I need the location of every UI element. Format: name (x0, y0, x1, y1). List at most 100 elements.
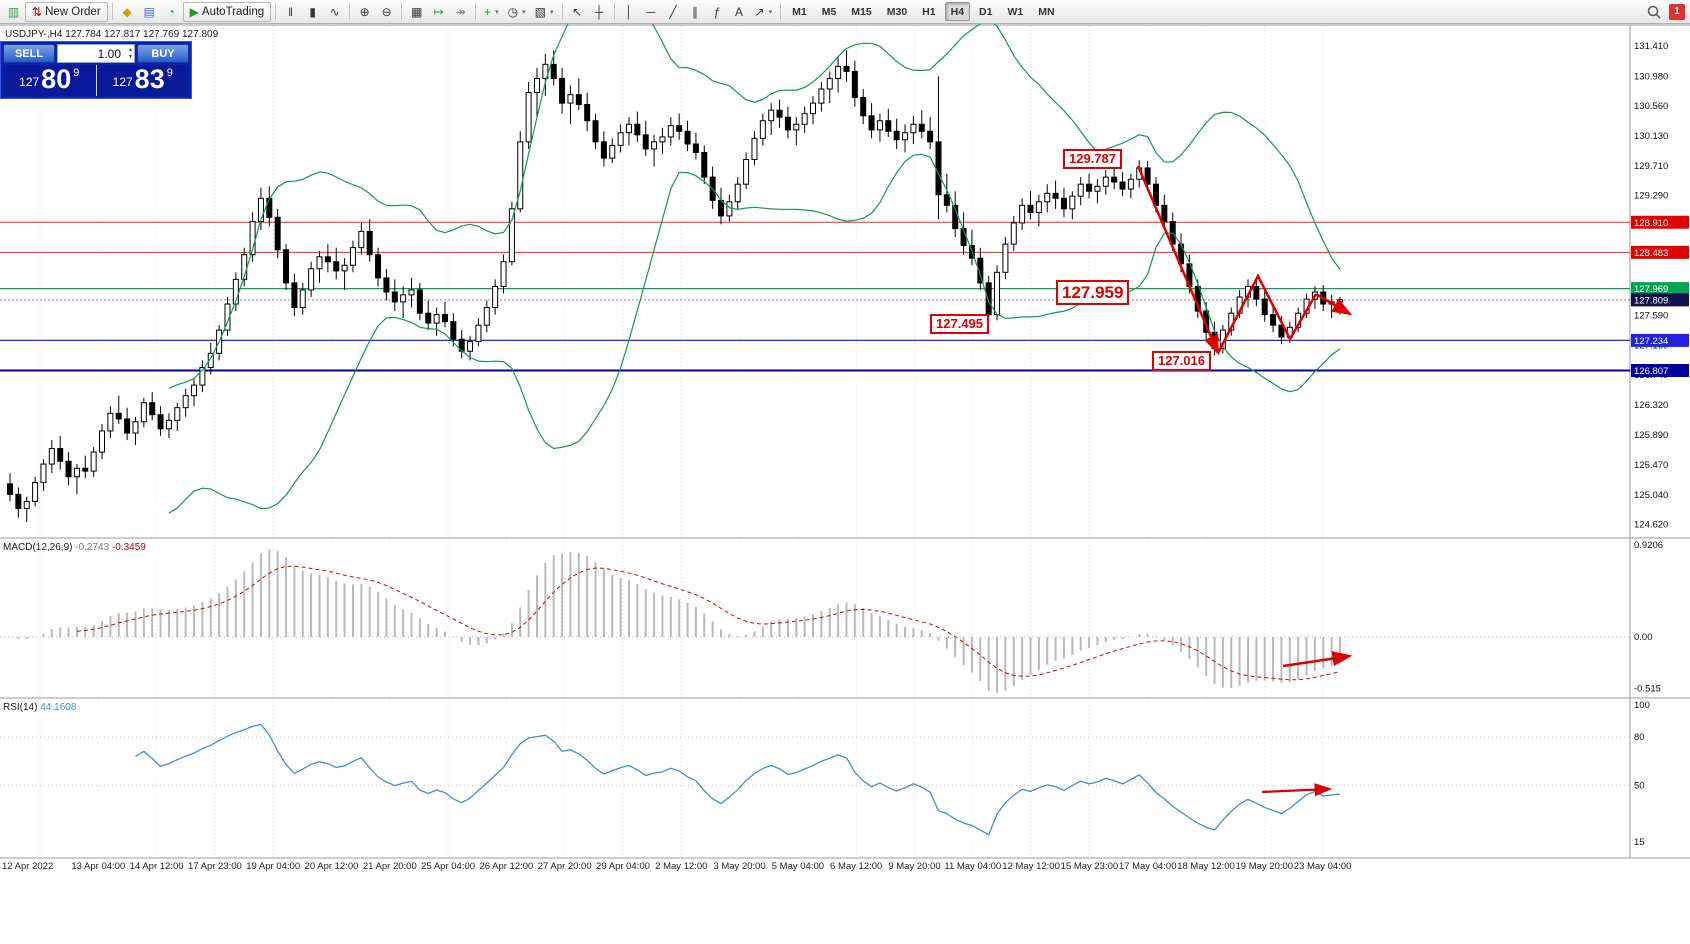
sell-button[interactable]: SELL (3, 44, 55, 63)
svg-text:125.890: 125.890 (1634, 430, 1668, 441)
svg-text:128.483: 128.483 (1634, 248, 1668, 259)
price-callout[interactable]: 127.959 (1056, 280, 1130, 306)
trend-arrow[interactable] (1216, 273, 1318, 354)
zoom-in-icon: ⊕ (359, 4, 370, 19)
sell-price-big: 80 (41, 64, 72, 94)
autotrading-button[interactable]: ▶ AutoTrading (182, 1, 272, 22)
svg-text:3 May 20:00: 3 May 20:00 (713, 861, 765, 872)
fibonacci-icon: ƒ (713, 4, 721, 19)
svg-text:9 May 20:00: 9 May 20:00 (888, 861, 940, 872)
bar-chart-icon[interactable]: ‖ (280, 2, 301, 22)
metaeditor-icon: ◆ (122, 4, 132, 19)
rsi-label: RSI(14) 44.1608 (3, 702, 77, 713)
svg-text:14 Apr 12:00: 14 Apr 12:00 (130, 861, 184, 872)
notification-badge[interactable]: 1 (1669, 3, 1685, 20)
price-callout[interactable]: 129.787 (1063, 149, 1122, 170)
timeframe-w1[interactable]: W1 (1001, 2, 1029, 21)
svg-text:0.9206: 0.9206 (1634, 540, 1663, 551)
trend-arrow[interactable] (1261, 783, 1333, 797)
svg-text:6 May 12:00: 6 May 12:00 (830, 861, 882, 872)
strategy-tester-icon[interactable]: ◔ (161, 2, 182, 22)
svg-text:130.980: 130.980 (1634, 71, 1668, 82)
toolbar-separator (401, 3, 403, 20)
candlestick-chart-icon[interactable]: ▮ (302, 2, 323, 22)
zoom-in-icon[interactable]: ⊕ (354, 2, 375, 22)
svg-text:131.410: 131.410 (1634, 41, 1668, 52)
svg-text:12 Apr 2022: 12 Apr 2022 (2, 861, 53, 872)
svg-text:100: 100 (1634, 700, 1650, 711)
app-icon: ▥ (7, 4, 20, 19)
timeframe-m1[interactable]: M1 (786, 2, 813, 21)
channel-icon: ∥ (692, 4, 699, 19)
line-chart-icon[interactable]: ∿ (324, 2, 345, 22)
svg-text:124.620: 124.620 (1634, 520, 1668, 531)
templates-icon[interactable]: ▧ ▾ (531, 2, 558, 22)
one-click-trading-panel: SELL 1.00 ▲ ▼ BUY 127 80 9 127 83 9 (0, 41, 192, 99)
new-order-button[interactable]: ⇅ New Order (25, 1, 108, 22)
market-watch-icon[interactable]: ▤ (139, 2, 160, 22)
timeframe-h1[interactable]: H1 (916, 2, 941, 21)
price-axis-marker (1631, 364, 1689, 378)
horizontal-line-icon[interactable]: ─ (641, 2, 662, 22)
price-callout[interactable]: 127.495 (930, 314, 989, 335)
indicators-icon[interactable]: + ▾ (480, 2, 503, 22)
cursor-icon: ↖ (572, 4, 583, 19)
svg-text:-0.515: -0.515 (1634, 684, 1661, 695)
svg-text:125.470: 125.470 (1634, 460, 1668, 471)
chart-shift-icon[interactable]: ↠ (450, 2, 471, 22)
sell-price[interactable]: 127 80 9 (3, 65, 97, 96)
tile-windows-icon[interactable]: ▦ (406, 2, 427, 22)
new-order-icon: ⇅ (32, 4, 43, 19)
trend-arrow[interactable] (1315, 292, 1353, 316)
trend-arrow[interactable] (1282, 651, 1353, 668)
toolbar-separator (275, 3, 277, 20)
metaeditor-icon[interactable]: ◆ (117, 2, 138, 22)
timeframe-d1[interactable]: D1 (973, 2, 998, 21)
cursor-icon[interactable]: ↖ (567, 2, 588, 22)
svg-text:11 May 04:00: 11 May 04:00 (944, 861, 1001, 872)
macd-label: MACD(12,26,9) -0.2743 -0.3459 (3, 542, 146, 553)
price-axis-marker (1631, 215, 1689, 229)
auto-scroll-icon[interactable]: ↦ (428, 2, 449, 22)
periods-icon[interactable]: ◷ ▾ (504, 2, 530, 22)
svg-text:23 May 04:00: 23 May 04:00 (1294, 861, 1352, 872)
buy-price[interactable]: 127 83 9 (97, 65, 190, 96)
timeframe-m5[interactable]: M5 (816, 2, 843, 21)
svg-text:13 Apr 04:00: 13 Apr 04:00 (71, 861, 125, 872)
market-watch-icon: ▤ (143, 4, 155, 19)
horizontal-line-icon: ─ (646, 4, 656, 19)
svg-text:15 May 23:00: 15 May 23:00 (1061, 861, 1119, 872)
trendline-icon[interactable]: ╱ (663, 2, 684, 22)
volume-input[interactable]: 1.00 ▲ ▼ (57, 44, 135, 63)
timeframe-h4[interactable]: H4 (944, 2, 971, 21)
toolbar-separator (780, 3, 782, 20)
text-icon[interactable]: A (729, 2, 750, 22)
auto-scroll-icon: ↦ (433, 4, 444, 19)
buy-price-prefix: 127 (112, 74, 133, 89)
channel-icon[interactable]: ∥ (685, 2, 706, 22)
svg-text:126.320: 126.320 (1634, 400, 1668, 411)
crosshair-icon[interactable]: ┼ (589, 2, 610, 22)
svg-text:127.969: 127.969 (1634, 284, 1668, 295)
indicators-icon: + (484, 4, 492, 19)
volume-spinner-icon[interactable]: ▲ ▼ (128, 46, 133, 60)
trend-arrow[interactable] (1136, 165, 1220, 356)
app-icon[interactable]: ▥ (3, 2, 24, 22)
search-icon[interactable] (1643, 2, 1665, 22)
price-callout[interactable]: 127.016 (1152, 351, 1211, 372)
arrows-tool-icon[interactable]: ↗ ▾ (751, 2, 777, 22)
toolbar-separator (561, 3, 563, 20)
fibonacci-icon[interactable]: ƒ (707, 2, 728, 22)
svg-text:129.710: 129.710 (1634, 161, 1668, 172)
gridlines: 12 Apr 2022 13 Apr 04:00 14 Apr 12:00 17 Ap… (2, 26, 1351, 872)
timeframe-m15[interactable]: M15 (845, 2, 877, 21)
vertical-line-icon[interactable]: │ (619, 2, 640, 22)
text-icon: A (735, 4, 744, 19)
timeframe-m30[interactable]: M30 (881, 2, 913, 21)
zoom-out-icon[interactable]: ⊖ (376, 2, 397, 22)
buy-button[interactable]: BUY (137, 44, 189, 63)
toolbar-separator (475, 3, 477, 20)
timeframe-mn[interactable]: MN (1032, 2, 1060, 21)
